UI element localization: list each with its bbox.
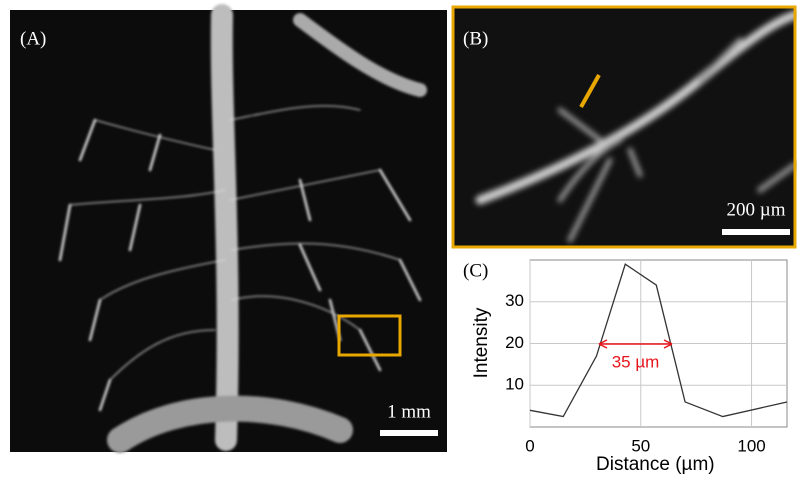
scale-bar-label: 1 mm (387, 401, 431, 422)
panel-a (10, 10, 447, 452)
x-tick-label: 50 (631, 436, 650, 455)
y-axis-label: Intensity (471, 307, 492, 378)
annotation: 35 µm (612, 352, 660, 371)
page: (A) 1 mm (B) 200 µm (C) Distance (µm) In… (0, 0, 797, 477)
x-tick-label: 100 (737, 436, 765, 455)
x-tick-label: 0 (525, 436, 534, 455)
panel-label: (C) (463, 260, 488, 281)
panel-label: (A) (20, 28, 46, 49)
y-tick-label: 20 (505, 333, 524, 352)
figure: (A) 1 mm (B) 200 µm (C) Distance (µm) In… (0, 0, 797, 477)
panel-label: (B) (463, 28, 488, 49)
y-tick-label: 10 (505, 375, 524, 394)
y-tick-label: 30 (505, 291, 524, 310)
scale-bar-label: 200 µm (727, 199, 786, 220)
plot-area: 10 20 30 0 50 100 35 µm (505, 260, 787, 455)
x-axis-label: Distance (µm) (596, 454, 715, 475)
